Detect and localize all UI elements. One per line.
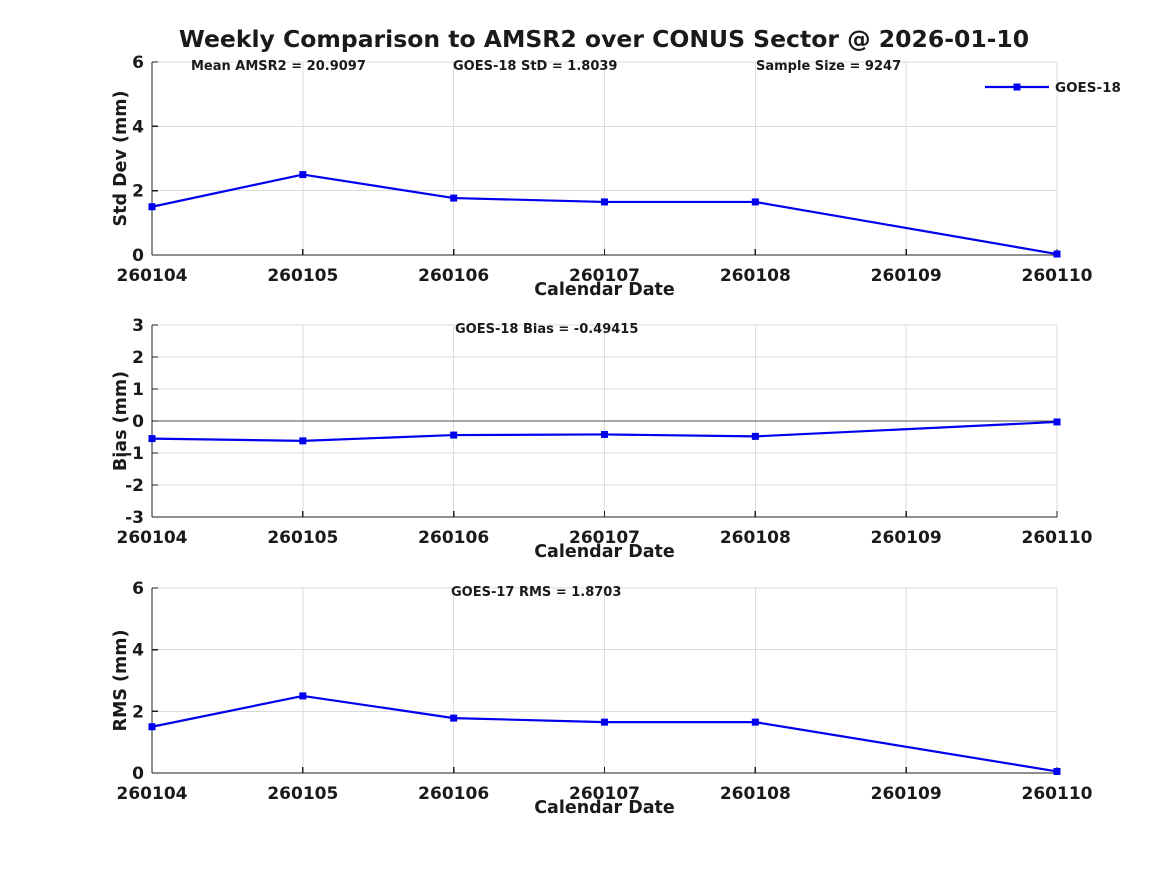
data-point-marker	[751, 198, 759, 206]
x-tick-label: 260109	[871, 528, 942, 548]
y-axis-title: Std Dev (mm)	[111, 91, 131, 227]
data-point-marker	[148, 203, 156, 211]
annotation-text: GOES-17 RMS = 1.8703	[451, 585, 621, 600]
data-point-marker	[751, 432, 759, 440]
data-point-marker	[1053, 767, 1061, 775]
x-tick-label: 260108	[720, 266, 791, 286]
annotation-text: Mean AMSR2 = 20.9097	[191, 59, 366, 74]
y-tick-label: 6	[132, 579, 144, 599]
y-tick-label: 2	[132, 702, 144, 722]
annotation-text: GOES-18 Bias = -0.49415	[455, 322, 638, 337]
x-tick-label: 260105	[267, 266, 338, 286]
y-tick-label: 1	[132, 380, 144, 400]
y-tick-label: 0	[132, 246, 144, 266]
subplot-std-dev: 260104 260105 260106 260107 260108 260109 2601…	[111, 53, 1093, 300]
data-point-marker	[450, 714, 458, 722]
x-axis-title: Calendar Date	[534, 280, 675, 300]
subplot-rms: 260104 260105 260106 260107 260108 260109 2601…	[111, 579, 1093, 818]
data-point-marker	[601, 430, 608, 438]
x-tick-label: 260110	[1022, 528, 1093, 548]
x-tick-label: 260108	[720, 784, 791, 804]
y-tick-label: -1	[125, 444, 144, 464]
data-point-marker	[148, 723, 156, 731]
y-tick-label: -3	[125, 508, 144, 528]
x-tick-label: 260107	[569, 266, 640, 286]
legend-label: GOES-18	[1055, 80, 1121, 96]
x-tick-label: 260105	[267, 528, 338, 548]
x-tick-label: 260109	[871, 784, 942, 804]
data-point-marker	[450, 194, 458, 202]
x-tick-label: 260108	[720, 528, 791, 548]
x-tick-label: 260104	[117, 266, 188, 286]
y-tick-label: 0	[132, 412, 144, 432]
x-tick-label: 260109	[871, 266, 942, 286]
data-point-marker	[751, 718, 759, 726]
x-tick-label: 260106	[418, 266, 489, 286]
data-point-marker	[1053, 250, 1061, 258]
y-tick-label: 4	[132, 641, 144, 661]
chart-title: Weekly Comparison to AMSR2 over CONUS Se…	[179, 25, 1029, 53]
data-point-marker	[148, 435, 156, 443]
x-tick-label: 260110	[1022, 266, 1093, 286]
data-point-marker	[1053, 418, 1061, 426]
x-axis-title: Calendar Date	[534, 798, 675, 818]
series-line	[151, 173, 1058, 256]
y-tick-label: 2	[132, 182, 144, 202]
x-tick-label: 260105	[267, 784, 338, 804]
y-tick-label: -2	[125, 476, 144, 496]
subplots-group: 260104 260105 260106 260107 260108 260109 2601…	[111, 53, 1093, 818]
legend: GOES-18	[985, 80, 1121, 96]
series-line	[151, 420, 1058, 442]
x-tick-label: 260106	[418, 784, 489, 804]
data-point-marker	[299, 692, 307, 700]
x-tick-label: 260104	[117, 784, 188, 804]
x-tick-label: 260107	[569, 528, 640, 548]
y-tick-label: 0	[132, 764, 144, 784]
y-tick-label: 4	[132, 117, 144, 137]
data-point-marker	[450, 431, 458, 439]
y-axis-title: RMS (mm)	[111, 629, 131, 731]
annotation-text: Sample Size = 9247	[756, 59, 901, 74]
y-tick-label: 6	[132, 53, 144, 73]
y-axis-title: Bias (mm)	[111, 371, 131, 471]
x-axis-title: Calendar Date	[534, 542, 675, 562]
series-line	[151, 694, 1058, 773]
subplot-bias: 260104 260105 260106 260107 260108 260109 2601…	[111, 316, 1093, 562]
x-tick-label: 260107	[569, 784, 640, 804]
x-tick-label: 260110	[1022, 784, 1093, 804]
x-tick-label: 260106	[418, 528, 489, 548]
data-point-marker	[601, 198, 608, 206]
x-tick-label: 260104	[117, 528, 188, 548]
legend-marker-icon	[1013, 83, 1021, 91]
y-tick-label: 3	[132, 316, 144, 336]
y-tick-label: 2	[132, 348, 144, 368]
data-point-marker	[299, 171, 307, 179]
data-point-marker	[601, 718, 608, 726]
data-point-marker	[299, 437, 307, 445]
annotation-text: GOES-18 StD = 1.8039	[453, 59, 617, 74]
